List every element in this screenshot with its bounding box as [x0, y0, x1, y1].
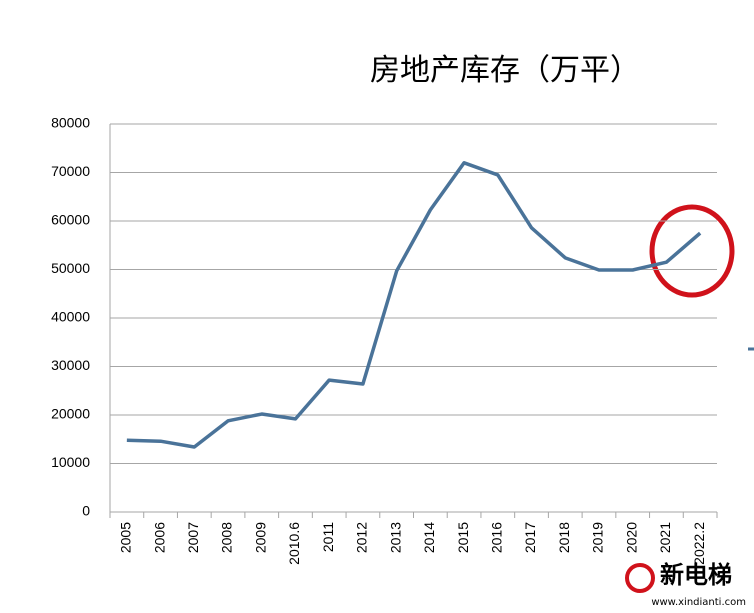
x-tick-label: 2009 [252, 522, 268, 553]
x-tick-label: 2006 [151, 522, 167, 553]
x-tick-label: 2021 [657, 522, 673, 553]
y-tick-label: 40000 [51, 309, 90, 325]
y-tick-label: 80000 [51, 115, 90, 131]
highlight-circle [649, 204, 735, 298]
x-tick-label: 2008 [219, 522, 235, 553]
x-tick-label: 2015 [455, 522, 471, 553]
x-tick-label: 2010.6 [286, 522, 302, 565]
watermark-name: 新电梯 [660, 561, 732, 589]
x-tick-label: 2007 [185, 522, 201, 553]
x-tick-label: 2022.2 [691, 522, 707, 565]
x-tick-label: 2019 [590, 522, 606, 553]
x-tick-label: 2018 [556, 522, 572, 553]
y-tick-label: 30000 [51, 357, 90, 373]
y-tick-label: 50000 [51, 260, 90, 276]
x-tick-label: 2020 [623, 522, 639, 553]
y-tick-label: 20000 [51, 406, 90, 422]
data-line [126, 161, 702, 449]
x-tick-label: 2013 [387, 522, 403, 553]
y-tick-label: 70000 [51, 163, 90, 179]
watermark-url: www.xindianti.com [651, 597, 746, 608]
y-tick-label: 60000 [51, 212, 90, 228]
chart-title: 房地产库存（万平） [370, 53, 640, 88]
x-tick-label: 2014 [421, 522, 437, 553]
y-tick-label: 0 [82, 503, 90, 519]
x-tick-label: 2016 [489, 522, 505, 553]
y-tick-label: 10000 [51, 454, 90, 470]
x-tick-label: 2017 [522, 522, 538, 553]
x-tick-label: 2012 [354, 522, 370, 553]
watermark: 新电梯 www.xindianti.com [625, 561, 746, 608]
x-tick-label: 2005 [118, 522, 134, 553]
x-tick-label: 2011 [320, 522, 336, 552]
logo-icon [625, 563, 655, 593]
